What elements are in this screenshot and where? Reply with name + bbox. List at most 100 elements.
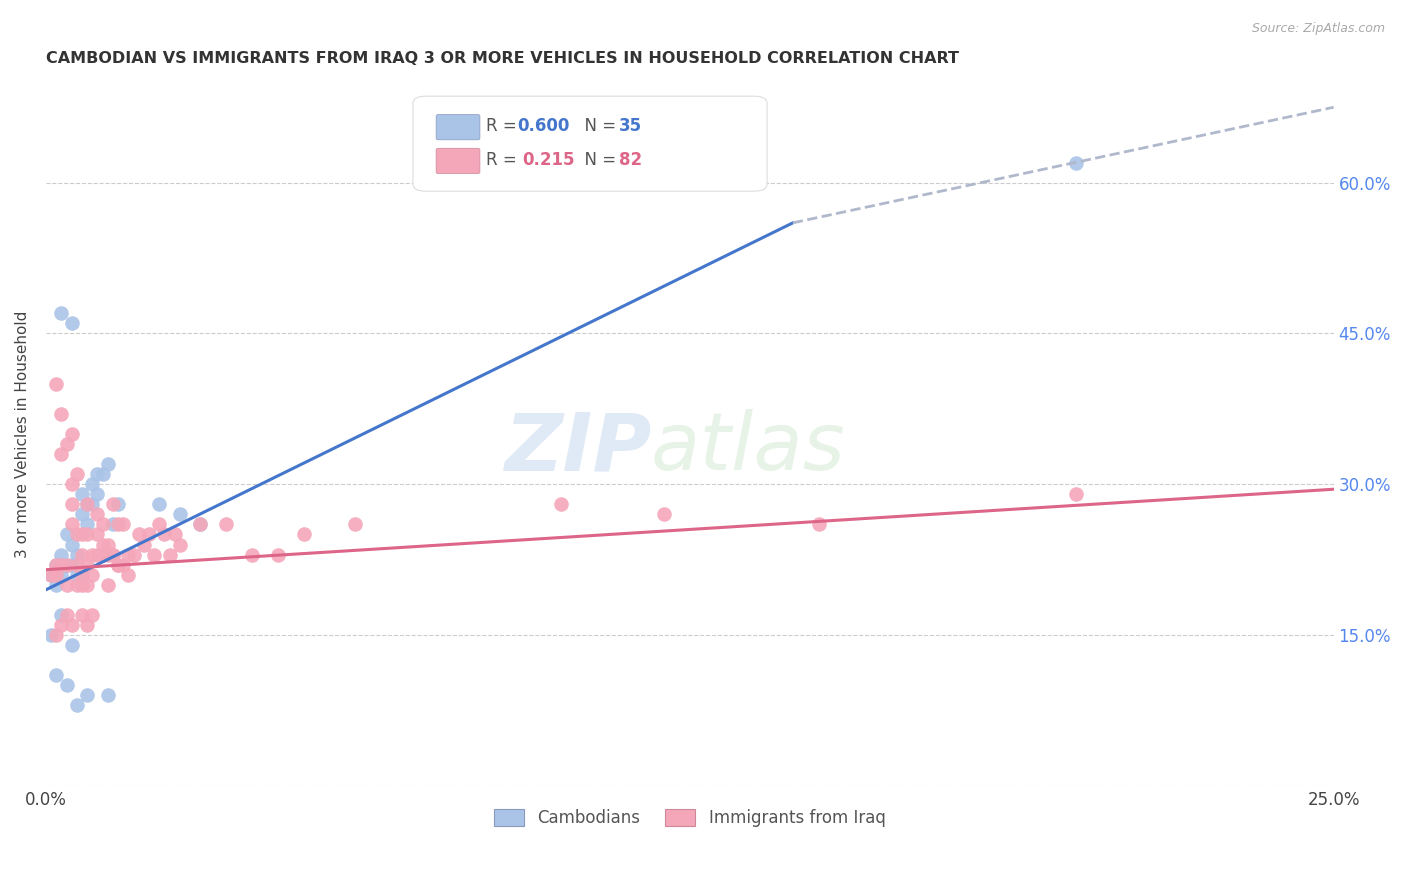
Point (51, 548, 73, 562)
Point (86, 467, 108, 482)
Point (55, 527, 77, 541)
Point (292, 527, 315, 541)
Point (51, 618, 73, 632)
Point (70, 487, 93, 501)
Point (143, 548, 166, 562)
Point (60, 497, 83, 511)
Point (51, 306, 73, 320)
Point (70, 578, 93, 592)
Point (122, 548, 145, 562)
Point (76, 497, 98, 511)
Point (153, 527, 176, 541)
Point (91, 548, 114, 562)
Point (117, 548, 139, 562)
Point (82, 497, 104, 511)
Point (66, 578, 89, 592)
Text: ZIP: ZIP (503, 409, 651, 487)
Point (70, 527, 93, 541)
Point (60, 558, 83, 572)
Point (101, 497, 124, 511)
Text: 0.600: 0.600 (517, 118, 569, 136)
Point (807, 517, 830, 532)
Point (82, 477, 104, 491)
Point (138, 527, 160, 541)
Point (60, 618, 83, 632)
Point (112, 558, 135, 572)
Text: 0.215: 0.215 (523, 152, 575, 169)
Point (51, 407, 73, 421)
Text: Source: ZipAtlas.com: Source: ZipAtlas.com (1251, 22, 1385, 36)
Point (66, 558, 89, 572)
Point (76, 517, 98, 532)
Point (51, 567, 73, 582)
Point (70, 607, 93, 622)
Point (45, 668, 67, 682)
Point (112, 517, 135, 532)
Point (45, 567, 67, 582)
Point (97, 689, 120, 703)
Point (132, 537, 155, 551)
FancyBboxPatch shape (413, 96, 768, 191)
Point (215, 517, 238, 532)
Point (148, 497, 170, 511)
Point (190, 517, 212, 532)
Point (107, 558, 129, 572)
Point (51, 607, 73, 622)
Point (97, 548, 120, 562)
Point (169, 508, 191, 522)
Point (82, 567, 104, 582)
Point (45, 578, 67, 592)
Point (86, 548, 108, 562)
Point (66, 467, 89, 482)
Point (1064, 487, 1087, 501)
Point (70, 508, 93, 522)
Point (55, 578, 77, 592)
Point (60, 638, 83, 652)
Point (66, 698, 89, 713)
Point (76, 618, 98, 632)
Point (76, 527, 98, 541)
Point (55, 558, 77, 572)
Point (101, 548, 124, 562)
Point (101, 548, 124, 562)
Point (190, 517, 212, 532)
Y-axis label: 3 or more Vehicles in Household: 3 or more Vehicles in Household (15, 310, 30, 558)
Point (60, 517, 83, 532)
Text: CAMBODIAN VS IMMIGRANTS FROM IRAQ 3 OR MORE VEHICLES IN HOUSEHOLD CORRELATION CH: CAMBODIAN VS IMMIGRANTS FROM IRAQ 3 OR M… (46, 51, 959, 66)
Point (128, 527, 150, 541)
Point (55, 558, 77, 572)
Point (55, 437, 77, 451)
Point (148, 517, 170, 532)
Point (91, 537, 114, 551)
Point (107, 517, 129, 532)
Point (76, 578, 98, 592)
Point (51, 447, 73, 461)
Text: R =: R = (486, 118, 523, 136)
Point (91, 517, 114, 532)
Point (240, 548, 263, 562)
Point (60, 477, 83, 491)
Point (66, 567, 89, 582)
Point (267, 548, 290, 562)
Point (39, 567, 62, 582)
Point (343, 517, 366, 532)
Text: 82: 82 (619, 152, 643, 169)
Text: atlas: atlas (651, 409, 846, 487)
Point (76, 689, 98, 703)
Legend: Cambodians, Immigrants from Iraq: Cambodians, Immigrants from Iraq (488, 802, 893, 834)
Point (97, 457, 120, 471)
Text: N =: N = (574, 118, 621, 136)
Point (60, 426, 83, 441)
Point (39, 567, 62, 582)
Point (117, 567, 139, 582)
Point (66, 527, 89, 541)
Point (97, 578, 120, 592)
Point (169, 537, 191, 551)
Point (51, 558, 73, 572)
Point (91, 467, 114, 482)
Point (45, 376, 67, 391)
Text: R =: R = (486, 152, 527, 169)
Point (70, 567, 93, 582)
Point (550, 497, 572, 511)
Point (1064, 155, 1087, 169)
